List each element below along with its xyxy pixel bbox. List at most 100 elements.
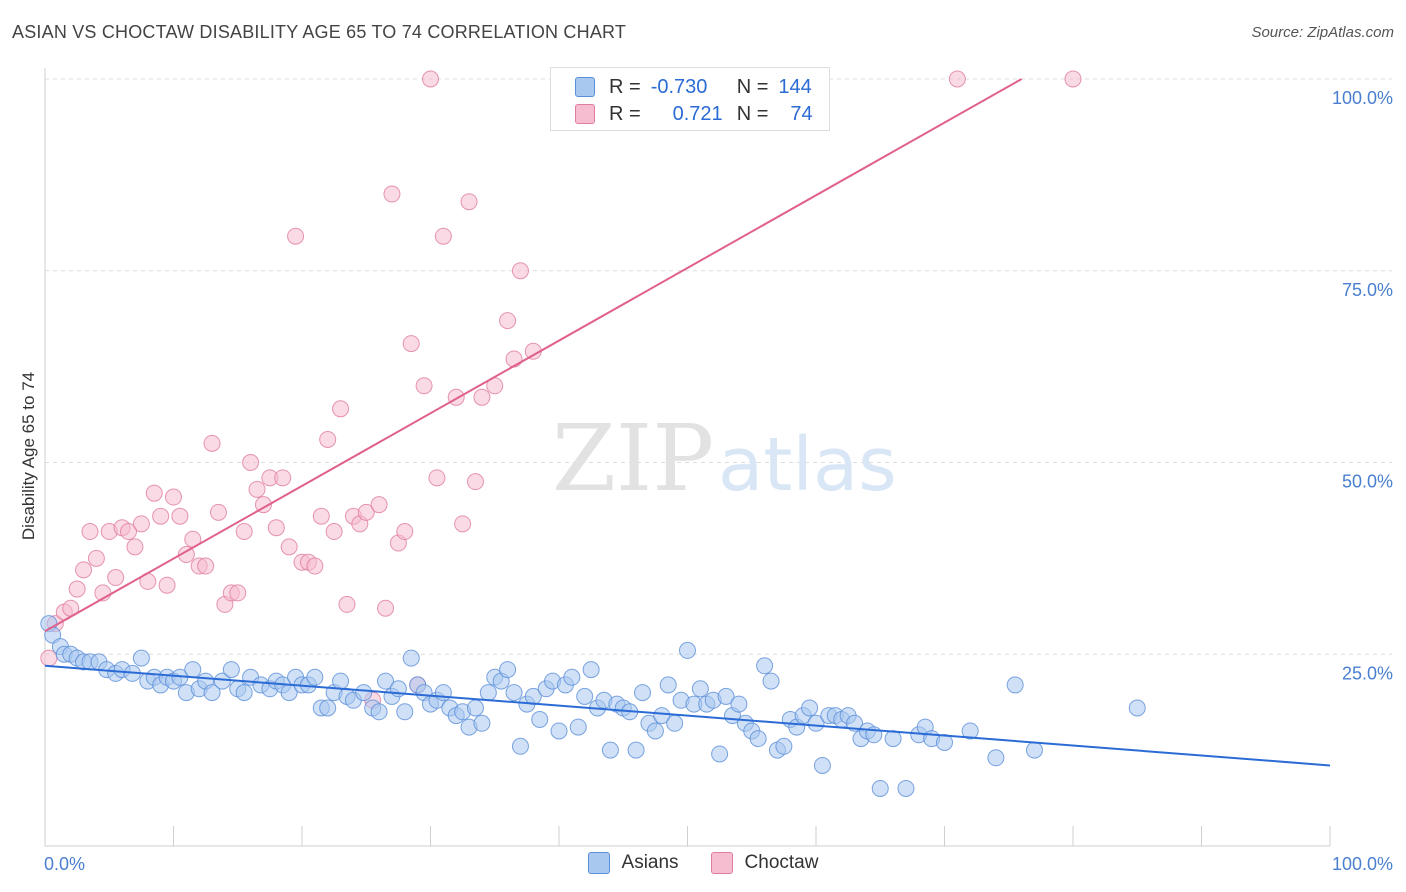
legend-item-asians[interactable]: Asians [587,852,679,874]
data-point-asians [434,684,452,702]
data-point-asians [499,661,517,679]
legend-label: Choctaw [744,852,819,873]
choctaw-swatch [710,852,733,874]
data-point-asians [1025,741,1043,759]
axes [44,68,1331,847]
data-point-choctaw [152,507,170,525]
series-choctaw-points [40,70,1082,709]
data-point-asians [634,684,652,702]
data-point-asians [775,737,793,755]
data-point-choctaw [505,350,523,368]
data-point-choctaw [209,503,227,521]
data-point-asians [511,737,529,755]
data-point-asians [479,684,497,702]
data-point-asians [653,707,671,725]
data-point-choctaw [338,595,356,613]
data-point-choctaw [499,312,517,330]
data-point-choctaw [229,584,247,602]
data-point-choctaw [948,70,966,88]
legend-item-choctaw[interactable]: Choctaw [710,852,819,874]
y-tick-label: 100.0% [1332,88,1393,108]
data-point-choctaw [1064,70,1082,88]
n-label: N = [736,75,769,98]
data-point-asians [807,714,825,732]
data-point-choctaw [81,523,99,541]
r-value: -0.730 [650,75,708,98]
data-point-asians [473,714,491,732]
data-point-asians [1006,676,1024,694]
data-point-asians [987,749,1005,767]
data-point-choctaw [267,519,285,537]
data-point-choctaw [274,469,292,487]
data-point-choctaw [454,515,472,533]
data-point-choctaw [120,523,138,541]
x-tick-labels: 0.0% 100.0% [44,854,1393,874]
data-point-choctaw [126,538,144,556]
x-tick-label: 0.0% [44,854,85,874]
data-point-choctaw [242,454,260,471]
data-point-choctaw [428,469,446,487]
grid-lines [45,78,1392,655]
data-point-choctaw [197,557,215,575]
data-point-asians [319,699,337,717]
trend-line-asians [44,664,1331,767]
data-point-choctaw [370,496,388,514]
data-point-choctaw [177,546,195,564]
data-point-choctaw [254,496,272,514]
data-point-choctaw [87,549,105,567]
data-point-asians [576,687,594,705]
y-tick-labels: 25.0% 50.0% 75.0% 100.0% [1332,88,1393,683]
watermark-atlas: atlas [718,422,897,508]
data-point-asians [582,661,600,679]
data-point-choctaw [396,523,414,541]
data-point-asians [801,699,819,717]
data-point-asians [711,745,729,763]
data-point-asians [402,649,420,667]
data-point-asians [235,684,253,702]
data-point-choctaw [383,185,401,203]
asians-swatch [587,852,610,874]
data-point-asians [355,684,373,702]
data-point-choctaw [75,561,93,579]
data-point-choctaw [248,480,266,498]
data-point-asians [370,703,388,721]
data-point-choctaw [107,569,125,587]
data-point-choctaw [415,377,433,395]
data-point-choctaw [422,70,439,88]
data-point-asians [563,668,581,686]
data-point-asians [332,672,350,690]
data-point-asians [132,649,150,667]
series-asians-points [40,615,1146,797]
y-tick-label: 25.0% [1342,663,1393,683]
r-label: R = [609,102,641,125]
data-point-choctaw [460,193,478,211]
data-point-choctaw [235,523,253,541]
data-point-choctaw [319,430,337,448]
series-legend: Asians Choctaw [0,852,1406,874]
data-point-asians [961,722,979,740]
y-tick-label: 50.0% [1342,472,1393,492]
data-point-asians [646,722,664,740]
data-point-asians [666,714,684,732]
legend-label: Asians [621,852,679,873]
data-point-asians [531,710,549,728]
data-point-asians [222,661,240,679]
data-point-asians [717,687,735,705]
data-point-choctaw [171,507,189,525]
data-point-asians [691,680,709,698]
data-point-asians [550,722,568,740]
n-value: 144 [778,75,812,98]
data-point-choctaw [377,599,395,617]
data-point-asians [466,699,484,717]
r-label: R = [609,75,641,98]
r-value: 0.721 [672,102,723,125]
legend-row-asians: R = -0.730 N = 144 [575,74,812,100]
data-point-choctaw [203,434,221,452]
legend-row-choctaw: R = 0.721 N = 74 [575,101,813,127]
data-point-asians [203,684,221,702]
data-point-asians [762,672,780,690]
data-point-asians [756,657,774,675]
data-point-choctaw [473,388,491,406]
data-point-choctaw [434,227,452,245]
data-point-choctaw [165,488,182,506]
